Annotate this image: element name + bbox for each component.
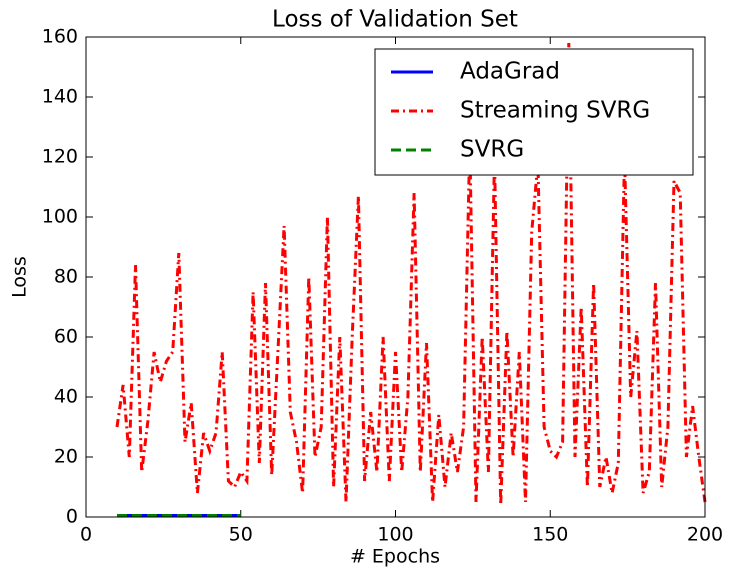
y-tick-label: 80 — [54, 266, 78, 288]
x-tick-label: 150 — [532, 524, 568, 546]
y-tick-label: 20 — [54, 446, 78, 468]
y-tick-label: 40 — [54, 386, 78, 408]
y-tick-label: 120 — [42, 146, 78, 168]
legend-label: SVRG — [460, 137, 524, 163]
x-tick-label: 50 — [229, 524, 253, 546]
x-tick-label: 100 — [377, 524, 413, 546]
legend-label: AdaGrad — [460, 59, 560, 85]
legend-label: Streaming SVRG — [460, 98, 650, 124]
y-axis-label: Loss — [9, 256, 31, 298]
plot-frame — [85, 36, 706, 518]
y-tick-label: 140 — [42, 86, 78, 108]
y-tick-label: 160 — [42, 26, 78, 48]
y-tick-label: 0 — [66, 506, 78, 528]
chart-title: Loss of Validation Set — [272, 7, 518, 33]
y-tick-label: 60 — [54, 326, 78, 348]
line-1 — [115, 42, 707, 506]
x-tick-label: 0 — [80, 524, 92, 546]
y-tick-label: 100 — [42, 206, 78, 228]
x-axis-label: # Epochs — [350, 546, 440, 568]
x-tick-label: 200 — [687, 524, 723, 546]
